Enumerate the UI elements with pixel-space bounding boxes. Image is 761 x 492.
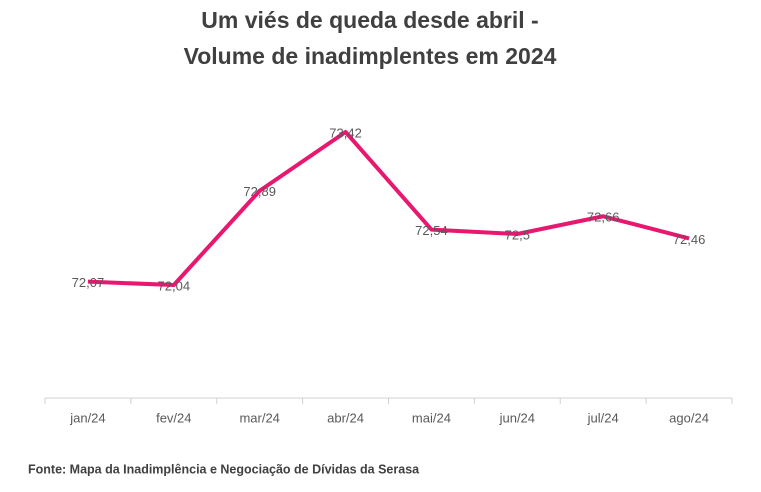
data-label: 72,46 (673, 232, 706, 247)
x-tick-label: ago/24 (669, 410, 709, 425)
x-tick-label: mar/24 (239, 410, 279, 425)
data-label: 72,54 (415, 223, 448, 238)
chart-title: Um viés de queda desde abril - (201, 7, 538, 33)
x-tick-label: fev/24 (156, 410, 191, 425)
data-label: 73,42 (329, 125, 362, 140)
x-tick-label: jan/24 (69, 410, 105, 425)
x-tick-label: mai/24 (412, 410, 451, 425)
data-label: 72,07 (72, 275, 105, 290)
data-label: 72,5 (505, 227, 530, 242)
source: Fonte: Mapa da Inadimplência e Negociaçã… (28, 462, 420, 476)
chart-title: Volume de inadimplentes em 2024 (184, 43, 557, 69)
x-tick-label: jun/24 (499, 410, 535, 425)
x-tick-label: abr/24 (327, 410, 364, 425)
data-label: 72,66 (587, 210, 620, 225)
x-tick-label: jul/24 (587, 410, 619, 425)
data-label: 72,04 (158, 278, 191, 293)
data-label: 72,89 (243, 184, 276, 199)
line (87, 130, 690, 287)
